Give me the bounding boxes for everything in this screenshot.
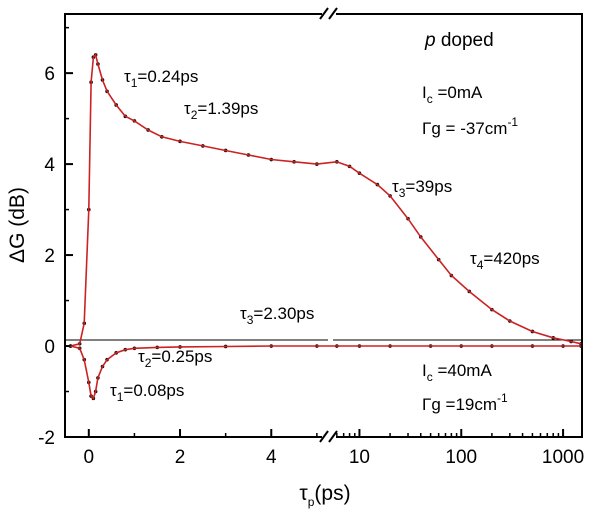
zero-line-gap <box>328 336 333 344</box>
chart-title: p doped <box>424 30 494 51</box>
tau3-bottom-label: τ3=2.30ps <box>240 304 314 327</box>
x-axis-label: τp(ps) <box>299 482 350 509</box>
x-tick-label: 10 <box>349 447 370 468</box>
y-tick-label: 4 <box>44 155 55 176</box>
tau4-top-label: τ4=420ps <box>470 249 540 272</box>
gamma-bottom-label: Γg =19cm-1 <box>422 391 508 414</box>
fit-line <box>70 345 581 400</box>
tau1-bottom-label: τ1=0.08ps <box>110 381 184 404</box>
ic-bottom-label: Ic =40mA <box>422 361 492 384</box>
tau2-top-label: τ2=1.39ps <box>184 99 258 122</box>
x-tick-label: 4 <box>266 447 277 468</box>
x-tick-label: 1000 <box>542 447 584 468</box>
x-tick-label: 2 <box>175 447 186 468</box>
x-axis: 0 2 4 10 100 1000 <box>84 429 584 468</box>
tau1-top-label: τ1=0.24ps <box>124 67 198 90</box>
axis-break-top <box>319 7 338 20</box>
x-tick-label: 100 <box>445 447 477 468</box>
tau3-top-label: τ3=39ps <box>392 177 452 200</box>
ic-top-label: Ic =0mA <box>422 83 483 106</box>
gamma-top-label: Γg = -37cm-1 <box>422 115 518 138</box>
tau2-bottom-label: τ2=0.25ps <box>138 347 212 370</box>
y-tick-label: 2 <box>44 246 55 267</box>
series-layer <box>68 53 583 401</box>
y-tick-label: 0 <box>44 337 55 358</box>
x-tick-label: 0 <box>84 447 95 468</box>
fit-line <box>70 53 582 347</box>
y-tick-label: 6 <box>44 64 55 85</box>
axis-break-bottom <box>319 430 338 443</box>
y-axis: -2 0 2 4 6 <box>38 26 73 449</box>
y-tick-label: -2 <box>38 428 55 449</box>
y-axis-label: ΔG (dB) <box>6 187 29 263</box>
